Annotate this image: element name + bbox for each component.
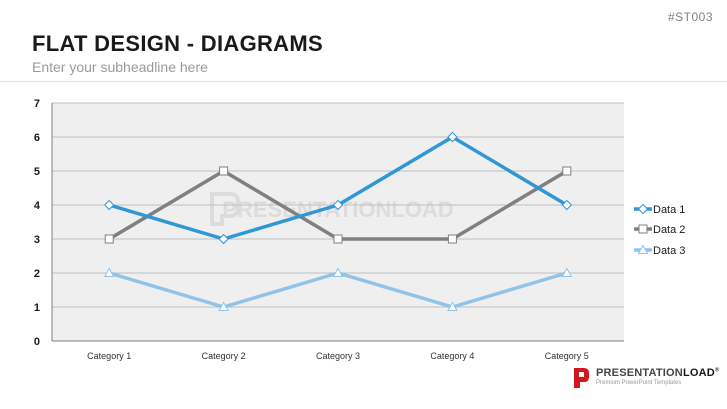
brand-name: PRESENTATIONLOAD®	[596, 367, 720, 379]
data-point-series-1	[332, 199, 344, 211]
plot-area	[52, 103, 624, 341]
brand-logo: PRESENTATIONLOAD® Premium PowerPoint Tem…	[569, 365, 719, 393]
legend-marker-diamond	[637, 203, 649, 215]
data-point-series-1	[218, 233, 229, 245]
y-tick-label: 4	[34, 200, 41, 212]
data-point-series-2	[104, 234, 114, 244]
legend-marker-square	[638, 224, 648, 234]
x-tick-label: Category 1	[87, 351, 131, 361]
data-point-series-1	[561, 199, 573, 211]
brand-tagline: Premium PowerPoint Templates	[596, 380, 682, 386]
legend-label: Data 1	[653, 204, 685, 216]
data-point-series-3	[561, 267, 573, 277]
data-point-series-2	[447, 234, 457, 244]
legend-label: Data 3	[653, 245, 685, 257]
presentationload-logo-icon	[574, 368, 589, 388]
legend-label: Data 2	[653, 224, 685, 236]
x-tick-label: Category 4	[430, 351, 474, 361]
slide-code: #ST003	[667, 10, 713, 24]
x-tick-label: Category 3	[316, 351, 360, 361]
x-tick-label: Category 2	[202, 351, 246, 361]
data-point-series-2	[333, 234, 343, 244]
y-tick-label: 1	[34, 302, 40, 314]
data-point-series-2	[562, 166, 572, 176]
data-point-series-1	[447, 131, 458, 143]
data-point-series-3	[332, 267, 344, 277]
header-divider	[0, 81, 727, 82]
x-tick-label: Category 5	[545, 351, 589, 361]
watermark-logo-icon	[210, 192, 240, 226]
y-tick-label: 7	[34, 98, 40, 110]
data-point-series-3	[447, 301, 458, 311]
data-point-series-3	[218, 301, 229, 311]
page-subtitle: Enter your subheadline here	[32, 59, 208, 75]
y-tick-label: 6	[34, 132, 40, 144]
legend-marker-triangle	[637, 244, 649, 254]
data-point-series-3	[103, 267, 115, 277]
y-tick-label: 5	[34, 166, 40, 178]
y-tick-label: 2	[34, 268, 40, 280]
page-title: FLAT DESIGN - DIAGRAMS	[32, 31, 323, 56]
data-point-series-2	[219, 166, 229, 176]
y-tick-label: 0	[34, 336, 40, 348]
data-point-series-1	[103, 199, 115, 211]
y-tick-label: 3	[34, 234, 40, 246]
